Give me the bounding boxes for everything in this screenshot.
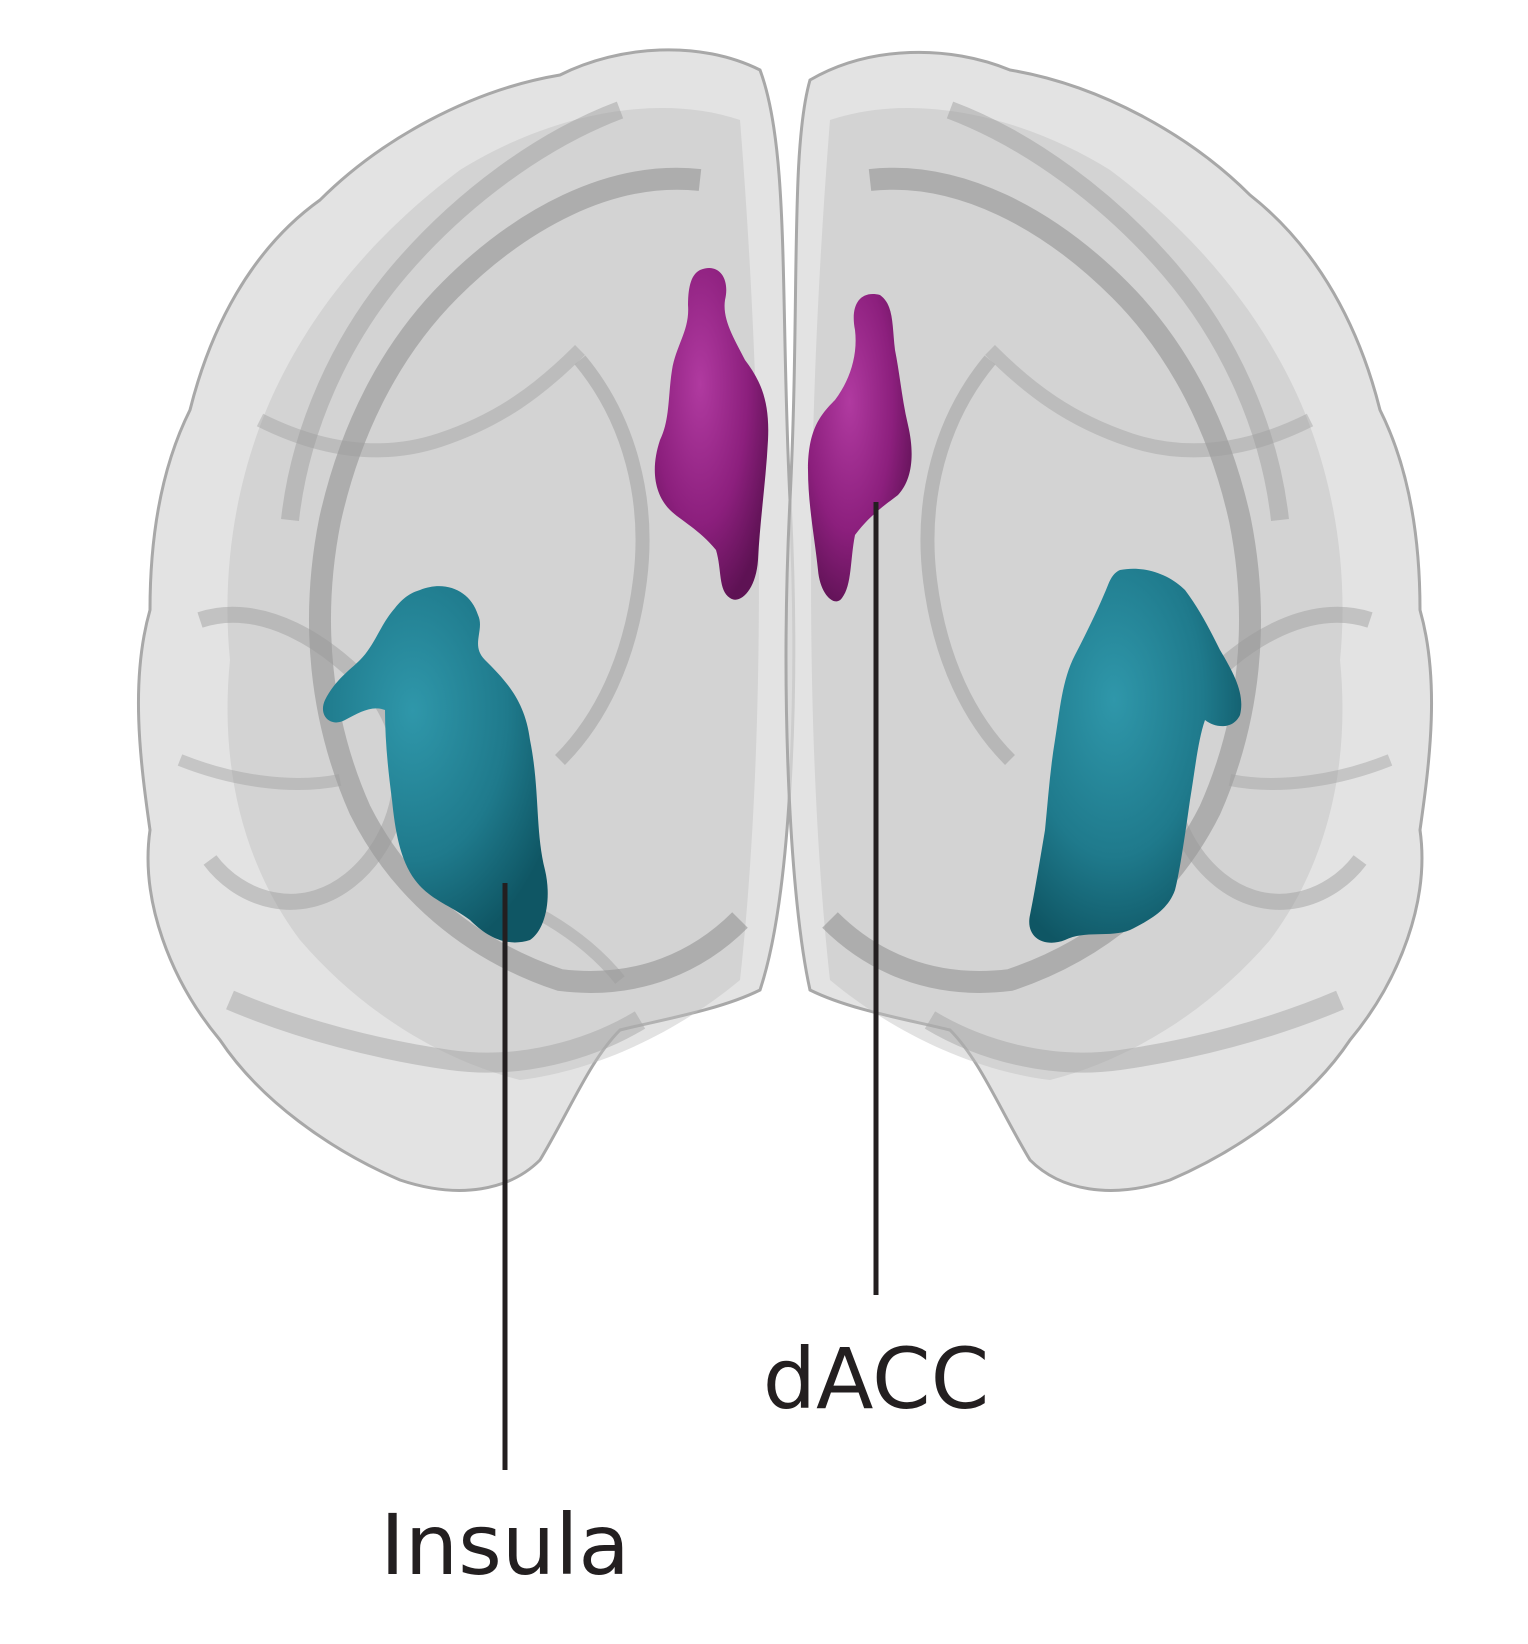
insula-region bbox=[322, 568, 1242, 943]
dacc-region bbox=[654, 268, 912, 602]
dacc-label: dACC bbox=[763, 1330, 990, 1428]
insula-label: Insula bbox=[380, 1496, 630, 1594]
